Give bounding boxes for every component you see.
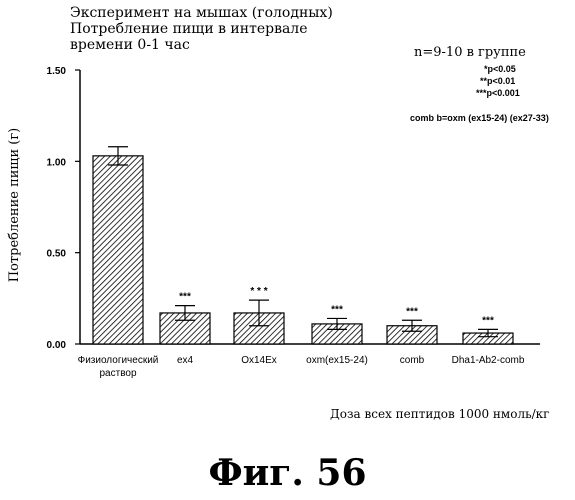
y-axis-label: Потребление пищи (г) xyxy=(7,128,22,282)
bar-chart: 0.00 0.50 1.00 1.50 Физиологический раствор *… xyxy=(0,0,575,400)
significance-stars-3: *** xyxy=(331,304,343,315)
category-label-2: Ox14Ex xyxy=(241,355,277,366)
dose-note: Доза всех пептидов 1000 нмоль/кг xyxy=(330,407,549,421)
category-label-0: раствор xyxy=(99,368,136,379)
category-label-3: oxm(ex15-24) xyxy=(306,355,368,366)
y-tick-label: 0.00 xyxy=(47,340,67,351)
y-tick-label: 0.50 xyxy=(47,249,67,260)
category-label-5: Dha1-Ab2-comb xyxy=(452,355,525,366)
y-tick-label: 1.50 xyxy=(47,66,67,77)
category-label-1: ex4 xyxy=(177,355,194,366)
significance-stars-2: * * * xyxy=(250,286,267,297)
category-label-0: Физиологический xyxy=(78,355,159,366)
y-tick-label: 1.00 xyxy=(47,157,67,168)
figure-label: Фиг. 56 xyxy=(0,452,575,494)
significance-stars-1: *** xyxy=(179,292,191,303)
category-label-4: comb xyxy=(400,355,425,366)
significance-stars-4: *** xyxy=(406,306,418,317)
bar-0 xyxy=(93,156,143,344)
significance-stars-5: *** xyxy=(482,315,494,326)
